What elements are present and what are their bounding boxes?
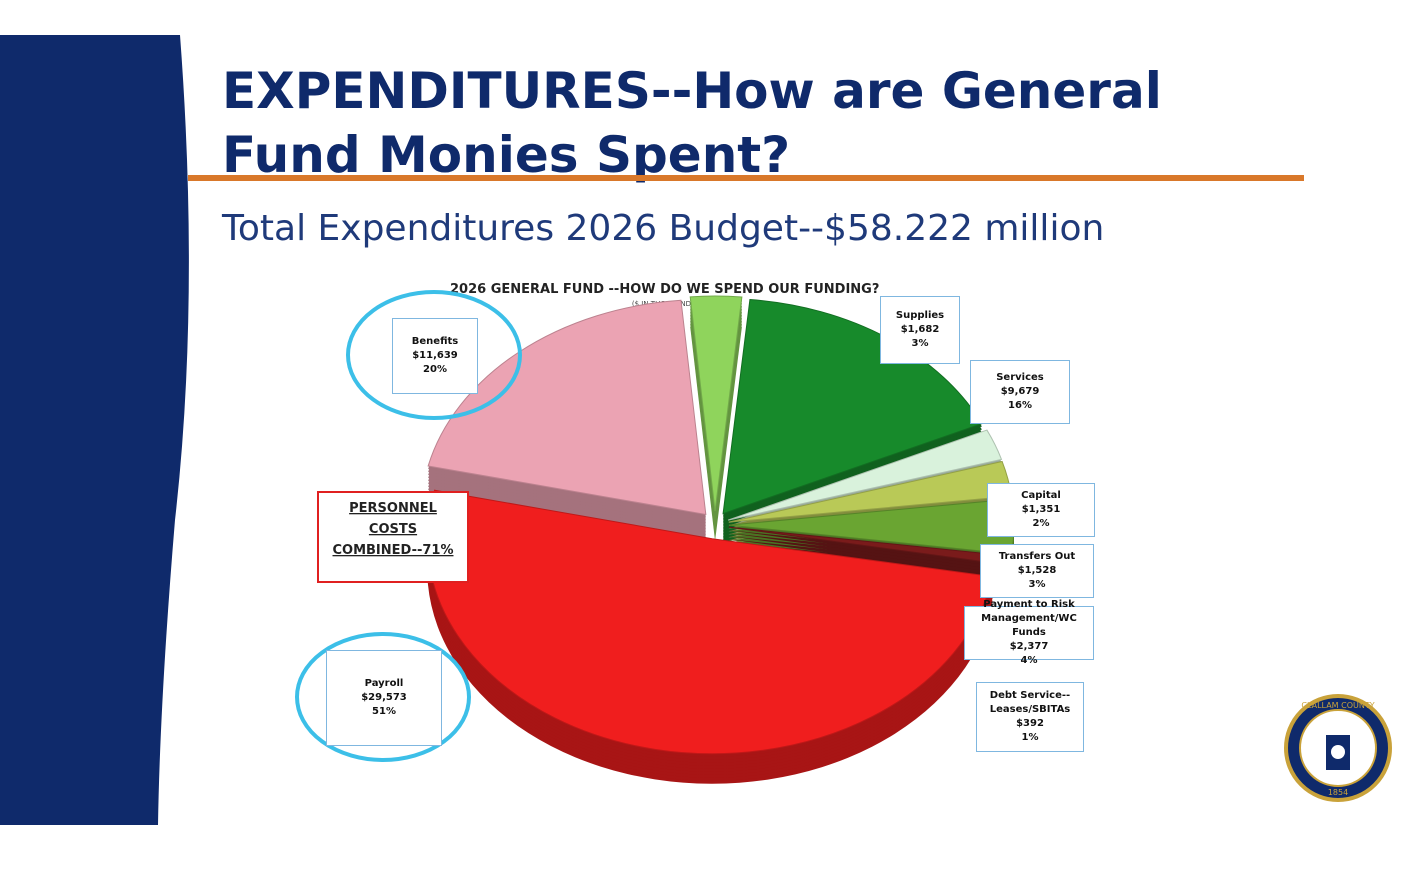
category: Payroll xyxy=(364,678,404,689)
data-label: Payment to Risk Management/WC Funds $2,37… xyxy=(964,599,1094,666)
slice-side xyxy=(728,536,1012,575)
value-label: $2,377 xyxy=(1009,641,1049,652)
pie xyxy=(426,295,1015,784)
value-label: $9,679 xyxy=(1000,386,1040,397)
chart-title: 2026 GENERAL FUND --HOW DO WE SPEND OUR … xyxy=(450,282,879,297)
value-label: $1,682 xyxy=(900,324,940,335)
category: Benefits xyxy=(411,336,459,347)
side-bar xyxy=(0,35,189,825)
slide-subtitle: Total Expenditures 2026 Budget--$58.222 … xyxy=(221,208,1104,249)
highlight-circle xyxy=(295,632,471,762)
logo-clock xyxy=(1331,745,1345,759)
category: Transfers Out xyxy=(998,551,1076,562)
data-label: Payroll $29,573 51% xyxy=(326,650,442,746)
data-label: Benefits $11,639 20% xyxy=(392,318,478,394)
percent-label: 4% xyxy=(1020,655,1038,666)
value-label: $11,639 xyxy=(412,350,458,361)
percent-label: 3% xyxy=(911,338,929,349)
data-label: Supplies $1,682 3% xyxy=(880,296,960,364)
highlight-circle xyxy=(346,290,522,420)
category: Payment to Risk Management/WC Funds xyxy=(981,599,1077,638)
annotation: COSTS xyxy=(369,522,417,537)
slice xyxy=(727,429,1003,521)
slide-title: Fund Monies Spent? xyxy=(222,126,790,184)
value-label: $392 xyxy=(1016,718,1044,729)
value-label: $1,351 xyxy=(1021,504,1061,515)
percent-label: 3% xyxy=(1028,579,1046,590)
percent-label: 51% xyxy=(372,706,396,717)
annotation: COMBINED--71% xyxy=(333,543,454,558)
category: Debt Service--Leases/SBITAs xyxy=(989,690,1071,715)
slice xyxy=(426,489,994,755)
category: Services xyxy=(996,372,1044,383)
logo-year: 1854 xyxy=(1328,788,1348,797)
slice-side xyxy=(728,533,1012,572)
data-label: Services $9,679 16% xyxy=(970,360,1070,424)
data-label: Capital $1,351 2% xyxy=(987,483,1095,537)
title-rule xyxy=(188,175,1304,181)
data-label: Debt Service--Leases/SBITAs $392 1% xyxy=(976,682,1084,752)
slice-side xyxy=(728,539,1012,578)
percent-label: 1% xyxy=(1021,732,1039,743)
slide-title: EXPENDITURES--How are General xyxy=(222,62,1162,120)
annotation-box xyxy=(317,491,469,583)
slice xyxy=(689,295,743,512)
category: Capital xyxy=(1021,490,1061,501)
percent-label: 2% xyxy=(1032,518,1050,529)
percent-label: 16% xyxy=(1008,400,1032,411)
category: Supplies xyxy=(895,310,945,321)
data-label: Transfers Out $1,528 3% xyxy=(980,544,1094,598)
value-label: $1,528 xyxy=(1017,565,1057,576)
percent-label: 20% xyxy=(423,364,447,375)
slice-side xyxy=(728,530,1012,569)
annotation: PERSONNEL xyxy=(349,501,437,516)
value-label: $29,573 xyxy=(361,692,407,703)
logo-name: CLALLAM COUNTY xyxy=(1301,701,1374,710)
